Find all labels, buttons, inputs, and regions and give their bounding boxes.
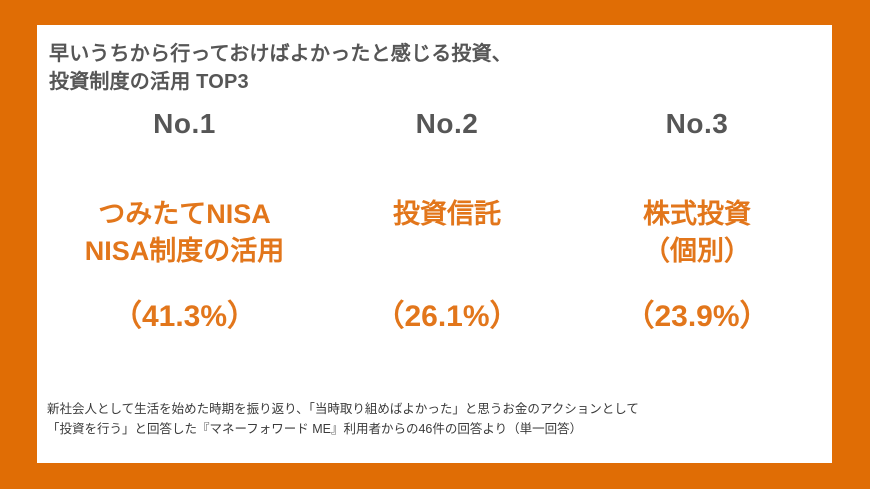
ranking-column-2: No.2 投資信託 （26.1%） bbox=[332, 110, 562, 332]
ranking-column-3: No.3 株式投資 （個別） （23.9%） bbox=[562, 110, 832, 332]
percentage-value-2: （26.1%） bbox=[374, 300, 520, 333]
title-line-2: 投資制度の活用 TOP3 bbox=[49, 71, 249, 94]
percentage-value-3: （23.9%） bbox=[624, 300, 770, 333]
footnote-line-1: 新社会人として生活を始めた時期を振り返り、「当時取り組めばよかった」と思うお金の… bbox=[47, 402, 639, 417]
answer-block-3: 株式投資 （個別） bbox=[643, 196, 751, 280]
rank-badge-3: No.3 bbox=[665, 108, 729, 139]
answer-line-3b: （個別） bbox=[643, 236, 751, 267]
footnote-line-2: 「投資を行う」と回答した『マネーフォワード ME』利用者からの46件の回答より（… bbox=[47, 421, 583, 436]
answer-line-1a: つみたてNISA bbox=[98, 199, 271, 229]
rank-badge-2: No.2 bbox=[415, 108, 479, 139]
answer-block-2: 投資信託 bbox=[393, 196, 501, 280]
answer-line-2a: 投資信託 bbox=[393, 199, 501, 229]
rank-badge-1: No.1 bbox=[153, 108, 216, 139]
page-title: 早いうちから行っておけばよかったと感じる投資、 投資制度の活用 TOP3 bbox=[49, 40, 809, 97]
answer-line-3a: 株式投資 bbox=[643, 199, 751, 229]
footnote: 新社会人として生活を始めた時期を振り返り、「当時取り組めばよかった」と思うお金の… bbox=[47, 400, 822, 439]
ranking-column-1: No.1 つみたてNISA NISA制度の活用 （41.3%） bbox=[37, 110, 332, 332]
answer-block-1: つみたてNISA NISA制度の活用 bbox=[85, 196, 285, 280]
percentage-value-1: （41.3%） bbox=[111, 300, 258, 333]
content-card: 早いうちから行っておけばよかったと感じる投資、 投資制度の活用 TOP3 No.… bbox=[37, 25, 832, 463]
title-line-1: 早いうちから行っておけばよかったと感じる投資、 bbox=[49, 43, 512, 65]
answer-line-1b: NISA制度の活用 bbox=[84, 236, 285, 267]
ranking-grid: No.1 つみたてNISA NISA制度の活用 （41.3%） No.2 投資信… bbox=[37, 110, 832, 332]
